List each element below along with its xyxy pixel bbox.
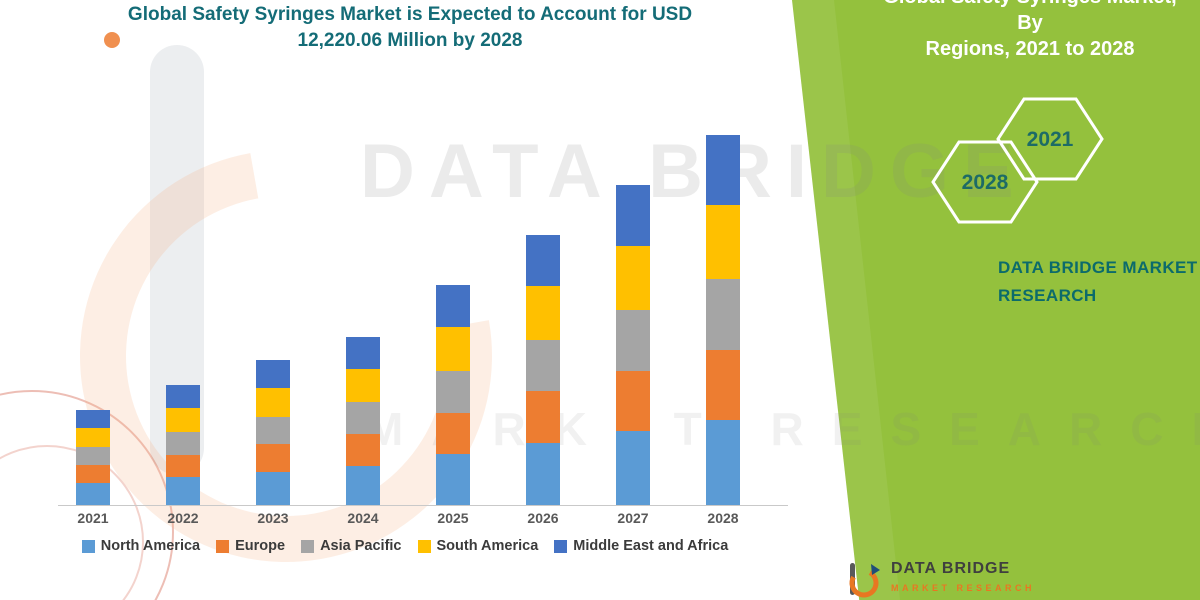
data-bridge-logo: DATA BRIDGE MARKET RESEARCH (843, 560, 1035, 600)
legend-swatch (216, 539, 230, 553)
bar-2022 (166, 385, 200, 505)
bar-segment-2024-north-america (346, 466, 380, 505)
bar-segment-2027-south-america (616, 245, 650, 310)
bar-segment-2025-asia-pacific (436, 370, 470, 413)
side-panel-title-line2: Regions, 2021 to 2028 (925, 38, 1135, 60)
bar-2026 (526, 234, 560, 505)
x-axis-label-2028: 2028 (707, 510, 739, 526)
chart-title-line2: 12,220.06 Million by 2028 (297, 30, 523, 51)
legend-item-north-america: North America (81, 538, 201, 554)
logo-subtitle: MARKET RESEARCH (891, 583, 1036, 593)
bar-segment-2026-south-america (526, 286, 560, 341)
bar-segment-2027-north-america (616, 431, 650, 505)
legend-label: South America (436, 538, 539, 554)
chart-legend: North America Europe Asia Pacific South Ame… (30, 538, 780, 554)
chart-title-line1: Global Safety Syringes Market is Expecte… (127, 4, 693, 25)
brand-text: DATA BRIDGE MARKET RESEARCH (998, 254, 1198, 310)
x-axis-label-2021: 2021 (77, 510, 109, 526)
stacked-bar-chart (58, 70, 788, 506)
bar-segment-2022-middle-east-and-africa (166, 385, 200, 408)
bar-segment-2023-asia-pacific (256, 416, 290, 445)
legend-label: Middle East and Africa (573, 538, 729, 554)
bar-segment-2026-europe (526, 391, 560, 443)
bar-segment-2025-north-america (436, 454, 470, 505)
bar-2023 (256, 360, 290, 505)
bar-segment-2023-south-america (256, 387, 290, 417)
decor-orange-dot (104, 32, 120, 48)
bar-segment-2021-north-america (76, 483, 110, 505)
brand-text-line2: RESEARCH (998, 286, 1097, 305)
bar-segment-2022-north-america (166, 477, 200, 505)
bar-segment-2027-asia-pacific (616, 309, 650, 371)
bar-segment-2024-south-america (346, 368, 380, 403)
side-panel-title-line1: Global Safety Syringes Market, By (883, 0, 1176, 34)
bar-segment-2028-south-america (706, 205, 740, 280)
bar-segment-2026-middle-east-and-africa (526, 234, 560, 286)
bar-segment-2023-middle-east-and-africa (256, 360, 290, 388)
legend-item-middle-east-and-africa: Middle East and Africa (554, 538, 728, 554)
bar-segment-2022-south-america (166, 407, 200, 432)
bar-2021 (76, 409, 110, 505)
logo-title: DATA BRIDGE (891, 560, 1011, 577)
bar-segment-2022-europe (166, 454, 200, 478)
bar-segment-2021-europe (76, 464, 110, 484)
x-axis-label-2026: 2026 (527, 510, 559, 526)
bar-segment-2022-asia-pacific (166, 431, 200, 455)
bar-segment-2028-asia-pacific (706, 279, 740, 350)
x-axis-labels: 2021 2022 2023 2024 2025 2026 2027 2028 (58, 510, 788, 530)
legend-label: Asia Pacific (320, 538, 402, 554)
legend-swatch (417, 539, 431, 553)
bar-segment-2027-europe (616, 370, 650, 432)
legend-item-europe: Europe (216, 538, 285, 554)
bar-segment-2024-middle-east-and-africa (346, 336, 380, 369)
x-axis-label-2022: 2022 (167, 510, 199, 526)
chart-title: Global Safety Syringes Market is Expecte… (90, 2, 730, 54)
brand-text-line1: DATA BRIDGE MARKET (998, 258, 1198, 277)
bar-segment-2028-middle-east-and-africa (706, 135, 740, 206)
bar-segment-2026-north-america (526, 442, 560, 505)
bar-2025 (436, 284, 470, 505)
legend-swatch (81, 539, 95, 553)
logo-text: DATA BRIDGE MARKET RESEARCH (891, 560, 1035, 593)
bar-segment-2025-europe (436, 412, 470, 455)
hexagon-2021-label: 2021 (1027, 128, 1074, 151)
bar-2027 (616, 184, 650, 505)
legend-item-south-america: South America (417, 538, 539, 554)
legend-label: Europe (235, 538, 286, 554)
year-hexagons: 2028 2021 (931, 97, 1104, 224)
hexagon-2028 (931, 140, 1039, 224)
bar-segment-2025-south-america (436, 326, 470, 371)
bar-2028 (706, 135, 740, 505)
logo-icon-accent (871, 564, 880, 575)
hexagon-2028-label: 2028 (962, 171, 1009, 194)
watermark-market-research: MARKET RESEARCH (365, 403, 1200, 455)
legend-swatch (554, 539, 568, 553)
x-axis-label-2023: 2023 (257, 510, 289, 526)
legend-swatch (301, 539, 315, 553)
bar-segment-2025-middle-east-and-africa (436, 284, 470, 327)
bar-segment-2021-south-america (76, 427, 110, 447)
data-bridge-logo-icon (849, 563, 880, 598)
x-axis-label-2024: 2024 (347, 510, 379, 526)
x-axis-label-2027: 2027 (617, 510, 649, 526)
legend-label: North America (100, 538, 201, 554)
hexagon-2021 (996, 97, 1104, 181)
bar-2024 (346, 336, 380, 505)
bar-segment-2028-europe (706, 349, 740, 420)
bar-segment-2024-europe (346, 434, 380, 467)
bar-segment-2023-north-america (256, 471, 290, 505)
bar-segment-2027-middle-east-and-africa (616, 184, 650, 246)
bar-segment-2023-europe (256, 444, 290, 472)
bar-segment-2026-asia-pacific (526, 340, 560, 392)
bar-segment-2024-asia-pacific (346, 402, 380, 435)
side-panel-title: Global Safety Syringes Market, By Region… (870, 0, 1190, 62)
watermark-data-bridge: DATA BRIDGE (360, 129, 1028, 214)
bar-segment-2028-north-america (706, 419, 740, 505)
legend-item-asia-pacific: Asia Pacific (301, 538, 402, 554)
bar-segment-2021-middle-east-and-africa (76, 409, 110, 428)
x-axis-label-2025: 2025 (437, 510, 469, 526)
bar-segment-2021-asia-pacific (76, 446, 110, 465)
